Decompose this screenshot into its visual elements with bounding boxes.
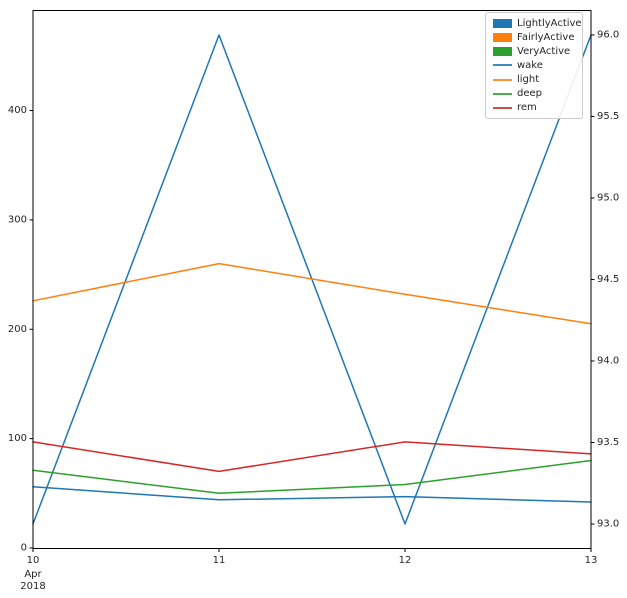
y-left-tick-label: 200 xyxy=(8,324,27,335)
x-tick-label: 13 xyxy=(585,555,598,566)
y-left-tick-label: 100 xyxy=(8,433,27,444)
x-offset-label-line2: 2018 xyxy=(20,581,45,592)
legend-label: light xyxy=(517,74,540,86)
legend-label: deep xyxy=(517,88,542,100)
x-tick-label: 11 xyxy=(213,555,226,566)
legend-handle-wrap xyxy=(493,32,512,42)
legend-handle-wrap xyxy=(493,46,512,56)
series-line-light xyxy=(32,262,592,325)
legend-entry-VeryActive: VeryActive xyxy=(493,44,576,58)
legend-patch-swatch-icon xyxy=(493,46,512,56)
legend-entry-wake: wake xyxy=(493,58,576,72)
legend-entry-rem: rem xyxy=(493,101,576,115)
legend-patch-swatch-icon xyxy=(493,18,512,28)
y-left-tick-label: 300 xyxy=(8,214,27,225)
legend-entry-LightlyActive: LightlyActive xyxy=(493,16,582,30)
legend-handle-wrap xyxy=(493,75,512,85)
legend-label: FairlyActive xyxy=(517,31,575,43)
legend-label: LightlyActive xyxy=(517,17,582,29)
y-right-tick-label: 93.0 xyxy=(597,519,619,530)
legend-handle-wrap xyxy=(493,103,512,113)
legend-patch-swatch-icon xyxy=(493,32,512,42)
legend-label: rem xyxy=(517,102,537,114)
y-right-tick-label: 95.0 xyxy=(597,192,619,203)
x-tick-label: 10 xyxy=(27,555,40,566)
y-left-tick-label: 400 xyxy=(8,105,27,116)
legend-label: VeryActive xyxy=(517,45,571,57)
y-right-tick-label: 95.5 xyxy=(597,111,619,122)
x-tick-label: 12 xyxy=(399,555,412,566)
series-line-wake xyxy=(32,485,592,503)
series-line-deep xyxy=(32,459,592,495)
y-right-tick-label: 93.5 xyxy=(597,437,619,448)
legend-line-swatch-icon xyxy=(493,106,512,109)
legend-line-swatch-icon xyxy=(493,92,512,95)
y-left-tick-label: 0 xyxy=(21,542,27,553)
legend-handle-wrap xyxy=(493,18,512,28)
y-right-tick-label: 96.0 xyxy=(597,29,619,40)
legend-entry-deep: deep xyxy=(493,87,576,101)
y-right-tick-label: 94.0 xyxy=(597,356,619,367)
legend-handle-wrap xyxy=(493,89,512,99)
x-offset-label-line1: Apr xyxy=(24,569,42,580)
legend-handle-wrap xyxy=(493,60,512,70)
series-line-rem xyxy=(32,441,592,473)
y-right-tick-label: 94.5 xyxy=(597,274,619,285)
legend-line-swatch-icon xyxy=(493,78,512,81)
legend-entry-FairlyActive: FairlyActive xyxy=(493,30,576,44)
legend-entry-light: light xyxy=(493,73,576,87)
legend: LightlyActive FairlyActive VeryActive wake l… xyxy=(485,12,583,119)
legend-line-swatch-icon xyxy=(493,64,512,67)
legend-label: wake xyxy=(517,59,543,71)
